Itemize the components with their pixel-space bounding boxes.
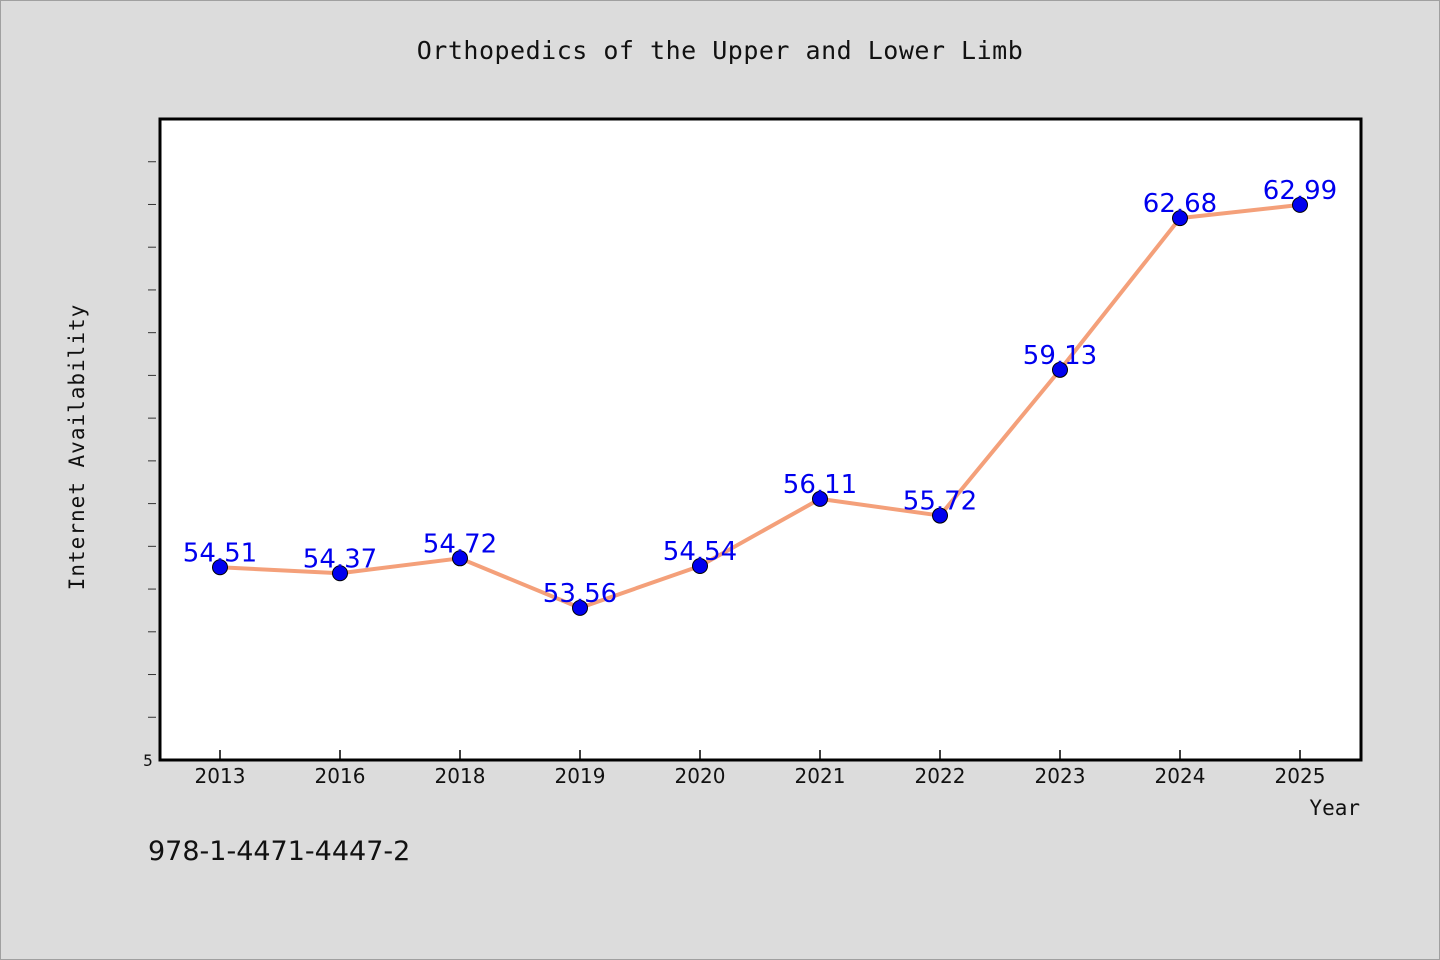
x-tick-label: 2018 xyxy=(435,764,486,788)
y-tick-label: 5 xyxy=(143,751,153,770)
x-tick-label: 2025 xyxy=(1275,764,1326,788)
plot-area xyxy=(158,117,1363,762)
x-tick-label: 2023 xyxy=(1035,764,1086,788)
data-point xyxy=(452,550,468,567)
x-tick-label: 2022 xyxy=(915,764,966,788)
data-point xyxy=(812,490,828,507)
data-label: 56.11 xyxy=(783,470,857,500)
x-tick-label: 2019 xyxy=(555,764,606,788)
data-point xyxy=(1052,361,1068,378)
data-point xyxy=(572,599,588,616)
series-line xyxy=(218,202,1302,610)
data-point xyxy=(1172,210,1188,227)
data-point xyxy=(692,557,708,574)
data-label: 62.99 xyxy=(1263,176,1337,206)
y-axis-ticks xyxy=(148,161,156,718)
x-tick-label: 2016 xyxy=(315,764,366,788)
data-point xyxy=(212,559,228,576)
x-tick-label: 2024 xyxy=(1155,764,1206,788)
data-label: 53.56 xyxy=(543,579,617,609)
x-axis-label: Year xyxy=(1309,796,1360,820)
data-point xyxy=(332,565,348,582)
data-point xyxy=(932,507,948,524)
data-label: 54.72 xyxy=(423,529,497,559)
x-tick-label: 2020 xyxy=(675,764,726,788)
chart-title: Orthopedics of the Upper and Lower Limb xyxy=(416,36,1024,65)
x-axis-ticks: 2013 2016 2018 2019 2020 2021 2022 2023 2024 2025 xyxy=(195,750,1326,788)
data-point xyxy=(1292,196,1308,213)
data-label: 55.72 xyxy=(903,487,977,517)
x-tick-label: 2013 xyxy=(195,764,246,788)
data-label: 59.13 xyxy=(1023,341,1097,371)
data-label: 62.68 xyxy=(1143,189,1217,219)
series-layer: 54.51 54.37 54.72 53.56 54.54 56.11 55.72 59.13… xyxy=(183,176,1337,616)
data-label: 54.51 xyxy=(183,538,257,568)
isbn-footer: 978-1-4471-4447-2 xyxy=(148,836,411,867)
data-label: 54.54 xyxy=(663,537,737,567)
data-label: 54.37 xyxy=(303,544,377,574)
x-tick-label: 2021 xyxy=(795,764,846,788)
